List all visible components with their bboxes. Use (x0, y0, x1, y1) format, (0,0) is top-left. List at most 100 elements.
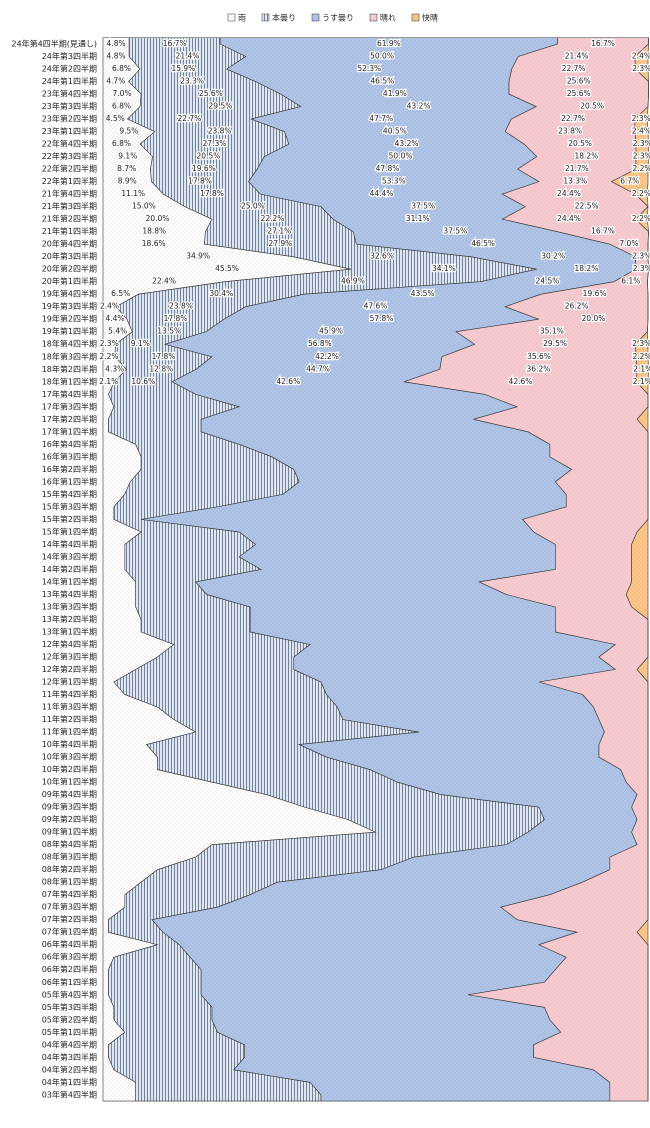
y-tick-label: 08年第2四半期 (42, 864, 97, 874)
y-tick-label: 23年第4四半期 (42, 89, 97, 99)
data-label: 25.6% (567, 89, 591, 98)
data-label: 7.0% (113, 89, 132, 98)
data-label: 17.8% (152, 352, 176, 361)
y-tick-label: 06年第2四半期 (42, 964, 97, 974)
data-label: 20.5% (568, 139, 592, 148)
y-tick-label: 11年第3四半期 (42, 702, 97, 712)
data-label: 41.9% (383, 89, 407, 98)
data-label: 10.6% (131, 377, 155, 386)
data-label: 46.5% (471, 239, 495, 248)
y-tick-label: 14年第4四半期 (42, 539, 97, 549)
y-tick-label: 20年第2四半期 (42, 264, 97, 274)
y-tick-label: 21年第1四半期 (42, 226, 97, 236)
y-tick-label: 21年第2四半期 (42, 214, 97, 224)
data-label: 2.4% (100, 302, 119, 311)
y-tick-label: 18年第4四半期 (42, 339, 97, 349)
data-label: 45.5% (215, 264, 239, 273)
data-label: 15.9% (171, 64, 195, 73)
data-label: 18.6% (142, 239, 166, 248)
data-label: 47.8% (376, 164, 400, 173)
data-label: 26.2% (565, 302, 589, 311)
data-label: 32.6% (370, 252, 394, 261)
data-label: 12.8% (149, 364, 173, 373)
y-tick-label: 16年第1四半期 (42, 476, 97, 486)
y-tick-label: 20年第4四半期 (42, 239, 97, 249)
data-label: 2.3% (632, 252, 650, 261)
data-label: 57.8% (370, 314, 394, 323)
data-label: 45.9% (319, 327, 343, 336)
legend-label: 雨 (238, 14, 246, 23)
legend-label: うす曇り (322, 14, 354, 23)
legend-swatch (261, 13, 270, 22)
y-tick-label: 18年第3四半期 (42, 351, 97, 361)
data-label: 24.4% (557, 214, 581, 223)
data-label: 6.1% (621, 277, 640, 286)
y-tick-label: 05年第4四半期 (42, 989, 97, 999)
y-tick-label: 13年第1四半期 (42, 626, 97, 636)
y-tick-label: 09年第2四半期 (42, 814, 97, 824)
y-tick-label: 23年第3四半期 (42, 101, 97, 111)
data-label: 9.1% (131, 339, 150, 348)
y-tick-label: 19年第4四半期 (42, 289, 97, 299)
y-tick-label: 06年第1四半期 (42, 977, 97, 987)
data-label: 23.3% (180, 77, 204, 86)
data-label: 6.5% (111, 289, 130, 298)
y-tick-label: 22年第1四半期 (42, 176, 97, 186)
y-tick-label: 16年第2四半期 (42, 464, 97, 474)
data-label: 2.2% (632, 352, 650, 361)
y-tick-label: 08年第1四半期 (42, 877, 97, 887)
y-tick-label: 10年第1四半期 (42, 777, 97, 787)
data-label: 2.3% (632, 114, 650, 123)
legend-label: 快晴 (422, 13, 438, 23)
y-tick-label: 11年第1四半期 (42, 727, 97, 737)
data-label: 4.8% (107, 39, 126, 48)
data-label: 2.2% (632, 214, 650, 223)
y-tick-label: 14年第2四半期 (42, 564, 97, 574)
y-tick-label: 24年第1四半期 (42, 76, 97, 86)
data-label: 9.1% (118, 152, 137, 161)
y-tick-label: 18年第2四半期 (42, 364, 97, 374)
y-tick-label: 24年第4四半期(見通し) (11, 39, 97, 49)
data-label: 47.7% (369, 114, 393, 123)
data-label: 42.2% (315, 352, 339, 361)
data-label: 13.3% (563, 177, 587, 186)
data-label: 18.2% (575, 264, 599, 273)
data-label: 6.8% (112, 64, 131, 73)
data-label: 8.9% (118, 177, 137, 186)
data-label: 36.2% (527, 364, 551, 373)
y-tick-label: 16年第4四半期 (42, 439, 97, 449)
data-label: 53.3% (382, 177, 406, 186)
data-label: 2.4% (632, 52, 650, 61)
area (610, 37, 649, 1102)
y-tick-label: 17年第4四半期 (42, 389, 97, 399)
data-label: 43.2% (407, 102, 431, 111)
data-label: 2.4% (632, 127, 650, 136)
y-tick-label: 07年第2四半期 (42, 914, 97, 924)
y-tick-label: 24年第3四半期 (42, 51, 97, 61)
data-label: 22.7% (177, 114, 201, 123)
data-label: 30.2% (541, 252, 565, 261)
data-label: 21.4% (565, 52, 589, 61)
y-tick-label: 24年第2四半期 (42, 64, 97, 74)
data-label: 16.7% (163, 39, 187, 48)
data-label: 27.9% (268, 239, 292, 248)
data-label: 8.7% (117, 164, 136, 173)
data-label: 15.0% (132, 202, 156, 211)
data-label: 22.5% (575, 202, 599, 211)
y-tick-label: 22年第2四半期 (42, 164, 97, 174)
y-tick-label: 20年第1四半期 (42, 276, 97, 286)
data-label: 61.9% (377, 39, 401, 48)
y-tick-label: 17年第2四半期 (42, 414, 97, 424)
y-tick-label: 23年第1四半期 (42, 126, 97, 136)
y-tick-label: 15年第1四半期 (42, 526, 97, 536)
y-tick-label: 19年第3四半期 (42, 301, 97, 311)
data-label: 6.8% (112, 102, 131, 111)
data-label: 50.0% (370, 52, 394, 61)
data-label: 11.1% (121, 189, 145, 198)
y-tick-label: 23年第2四半期 (42, 114, 97, 124)
data-label: 19.6% (192, 164, 216, 173)
data-label: 30.4% (209, 289, 233, 298)
y-tick-label: 11年第4四半期 (42, 689, 97, 699)
data-label: 23.8% (208, 127, 232, 136)
